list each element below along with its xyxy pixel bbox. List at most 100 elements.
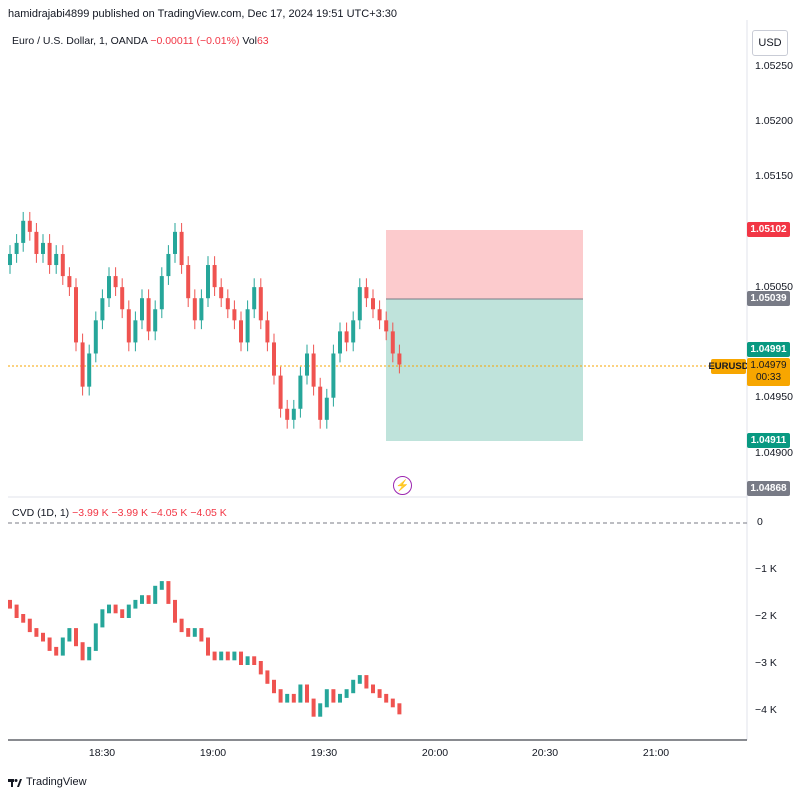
candle-body: [107, 276, 111, 299]
cvd-tick: −4 K: [755, 704, 777, 716]
cvd-legend: CVD (1D, 1) −3.99 K −3.99 K −4.05 K −4.0…: [12, 507, 227, 519]
candle-body: [305, 353, 309, 376]
candle-body: [364, 287, 369, 299]
candle-body: [8, 253, 12, 266]
cvd-candle: [100, 609, 105, 628]
candle-body: [291, 408, 296, 420]
cvd-candle: [34, 628, 39, 637]
stop-price-tag: 1.05102: [747, 222, 790, 237]
take-profit-zone[interactable]: [386, 299, 583, 441]
cvd-candle: [113, 604, 118, 614]
cvd-candle: [107, 604, 111, 614]
currency-button[interactable]: USD: [752, 30, 788, 56]
entry-price-tag: 1.05039: [747, 291, 790, 306]
candle-body: [258, 287, 263, 321]
cvd-candle: [344, 689, 349, 698]
cvd-candle: [245, 656, 250, 665]
cvd-candle: [120, 609, 125, 618]
price-tick: 1.05200: [755, 115, 793, 127]
cvd-candle: [351, 679, 356, 694]
candle-body: [100, 298, 105, 321]
price-tick: 1.05250: [755, 60, 793, 72]
cvd-candle: [67, 628, 72, 642]
candle-body: [93, 320, 98, 354]
cvd-candle: [179, 618, 184, 633]
cvd-candle: [212, 651, 217, 661]
cvd-candle: [199, 628, 204, 642]
cvd-candle: [285, 693, 290, 703]
cvd-candle: [87, 646, 92, 661]
candle-body: [298, 375, 303, 409]
cvd-candle: [258, 661, 263, 675]
candle-body: [272, 342, 276, 376]
candle-body: [338, 331, 342, 354]
candle-body: [252, 287, 257, 310]
candle-body: [120, 287, 125, 310]
candle-body: [80, 342, 85, 387]
candles-group: [8, 211, 402, 429]
candle-body: [87, 353, 92, 387]
cvd-candle: [311, 698, 316, 717]
candle-body: [146, 298, 151, 332]
publisher-info: hamidrajabi4899 published on TradingView…: [8, 8, 398, 20]
candle-body: [21, 220, 26, 243]
low-price-tag: 1.04868: [747, 481, 790, 496]
candle-body: [397, 353, 402, 365]
candle-body: [324, 397, 329, 420]
last-price-tag: 1.04979 00:33: [747, 358, 790, 386]
cvd-candle: [278, 689, 283, 703]
cvd-candle: [305, 684, 309, 703]
stop-loss-zone[interactable]: [386, 230, 583, 299]
cvd-candle: [324, 689, 329, 708]
candle-body: [311, 353, 316, 387]
cvd-label[interactable]: CVD (1D, 1): [12, 507, 70, 519]
cvd-candle: [60, 637, 65, 656]
cvd-candle: [331, 689, 336, 703]
time-tick: 20:30: [531, 747, 559, 759]
time-tick: 20:00: [421, 747, 449, 759]
cvd-candle: [364, 675, 369, 689]
candle-body: [166, 253, 171, 277]
cvd-candle: [54, 646, 59, 656]
cvd-tick: −1 K: [755, 563, 777, 575]
candle-body: [60, 253, 65, 277]
candle-body: [278, 375, 283, 409]
tradingview-logo-icon: [8, 779, 22, 787]
cvd-candle: [397, 703, 402, 715]
cvd-tick: −3 K: [755, 657, 777, 669]
lightning-icon[interactable]: ⚡: [393, 476, 412, 495]
candle-body: [206, 265, 210, 299]
cvd-group: [8, 581, 402, 717]
cvd-candle: [140, 595, 144, 604]
symbol-label[interactable]: Euro / U.S. Dollar, 1, OANDA: [12, 35, 148, 47]
candle-body: [153, 309, 158, 332]
brand-name[interactable]: TradingView: [26, 776, 87, 788]
cvd-candle: [192, 628, 197, 637]
price-tick: 1.05050: [755, 281, 793, 293]
cvd-candle: [318, 703, 323, 717]
cvd-candle: [8, 599, 12, 609]
candle-body: [192, 298, 197, 321]
cvd-candle: [47, 637, 52, 651]
cvd-candle: [265, 670, 270, 684]
cvd-candle: [173, 599, 177, 623]
price-tick: 1.05150: [755, 170, 793, 182]
cvd-candle: [232, 651, 237, 661]
time-tick: 18:30: [88, 747, 116, 759]
candle-body: [239, 320, 243, 343]
current-green-tag: 1.04991: [747, 342, 790, 357]
candle-body: [212, 265, 217, 288]
symbol-tag: EURUSD: [708, 359, 749, 374]
cvd-tick: −2 K: [755, 610, 777, 622]
candle-body: [285, 408, 290, 420]
time-tick: 19:30: [310, 747, 338, 759]
candle-body: [179, 231, 184, 266]
cvd-candle: [390, 698, 395, 708]
candle-body: [74, 287, 78, 343]
candle-body: [41, 242, 45, 254]
candle-body: [14, 242, 19, 254]
candle-body: [390, 331, 395, 354]
cvd-candle: [14, 604, 19, 618]
candle-body: [113, 276, 118, 288]
